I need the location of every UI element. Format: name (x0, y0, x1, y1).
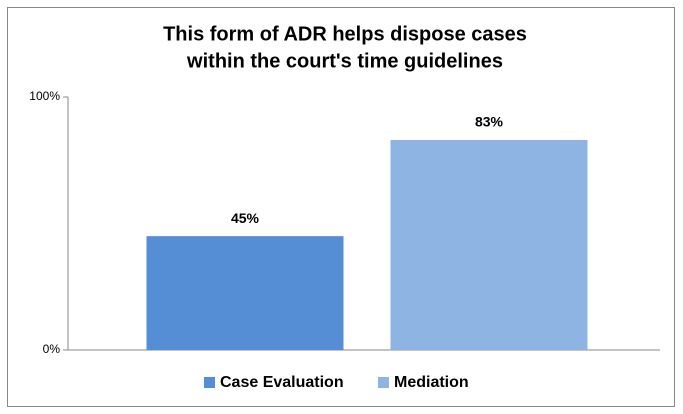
chart-title: This form of ADR helps dispose cases (163, 23, 527, 45)
legend-label: Mediation (394, 374, 469, 391)
chart-title: within the court's time guidelines (186, 50, 503, 72)
legend-swatch (204, 377, 215, 388)
value-label: 45% (231, 210, 260, 226)
bar (146, 236, 344, 350)
legend-swatch (378, 377, 389, 388)
value-label: 83% (475, 114, 504, 130)
bar (390, 140, 588, 350)
legend-label: Case Evaluation (220, 374, 344, 391)
y-tick-label: 0% (43, 342, 61, 356)
y-tick-label: 100% (29, 89, 60, 103)
